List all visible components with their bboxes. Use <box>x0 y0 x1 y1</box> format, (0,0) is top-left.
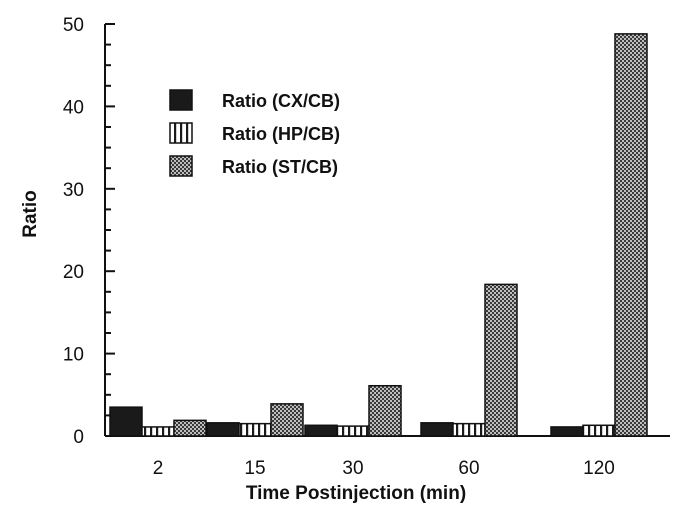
bar-ratio-st-cb-30 <box>368 384 402 437</box>
legend-swatch <box>169 122 193 144</box>
bar-ratio-st-cb-60 <box>484 283 518 437</box>
x-tick-label: 60 <box>458 458 479 479</box>
y-tick-label: 10 <box>63 345 84 366</box>
legend-label: Ratio (CX/CB) <box>222 91 340 111</box>
x-axis: 2 15 30 60 120 <box>105 435 670 479</box>
bar-ratio-hp-cb-15 <box>238 422 272 437</box>
legend-label: Ratio (HP/CB) <box>222 124 340 144</box>
bars <box>109 33 648 437</box>
bar-ratio-hp-cb-120 <box>582 424 616 437</box>
x-tick-label: 2 <box>153 458 164 479</box>
y-tick-labels: 0 10 20 30 40 50 <box>63 15 84 448</box>
bar-ratio-hp-cb-30 <box>336 425 370 437</box>
legend: Ratio (CX/CB) Ratio (HP/CB) Ratio (ST/CB) <box>169 89 340 177</box>
legend-swatch <box>169 89 193 111</box>
y-tick-marks <box>105 23 115 437</box>
bar-ratio-hp-cb-2 <box>141 426 175 437</box>
bar-ratio-st-cb-120 <box>614 33 648 437</box>
bar-ratio-hp-cb-60 <box>452 422 486 437</box>
y-tick-label: 50 <box>63 15 84 36</box>
bar-ratio-st-cb-2 <box>173 419 207 437</box>
x-tick-label: 120 <box>583 458 615 479</box>
y-axis: 0 10 20 30 40 50 <box>63 15 115 448</box>
legend-swatch <box>169 155 193 177</box>
y-tick-label: 20 <box>63 262 84 283</box>
x-tick-labels: 2 15 30 60 120 <box>153 458 615 479</box>
legend-label: Ratio (ST/CB) <box>222 157 338 177</box>
y-tick-label: 30 <box>63 180 84 201</box>
x-axis-title: Time Postinjection (min) <box>246 483 466 504</box>
bar-ratio-cx-cb-2 <box>109 406 143 437</box>
y-tick-label: 40 <box>63 97 84 118</box>
bar-ratio-cx-cb-30 <box>304 424 338 437</box>
x-tick-label: 15 <box>244 458 265 479</box>
bar-ratio-cx-cb-60 <box>420 422 454 437</box>
bar-ratio-cx-cb-120 <box>550 426 584 437</box>
x-tick-label: 30 <box>342 458 363 479</box>
bar-ratio-cx-cb-15 <box>206 422 240 437</box>
y-tick-label: 0 <box>73 427 84 448</box>
bar-ratio-st-cb-15 <box>270 403 304 437</box>
y-axis-title: Ratio <box>20 190 41 238</box>
